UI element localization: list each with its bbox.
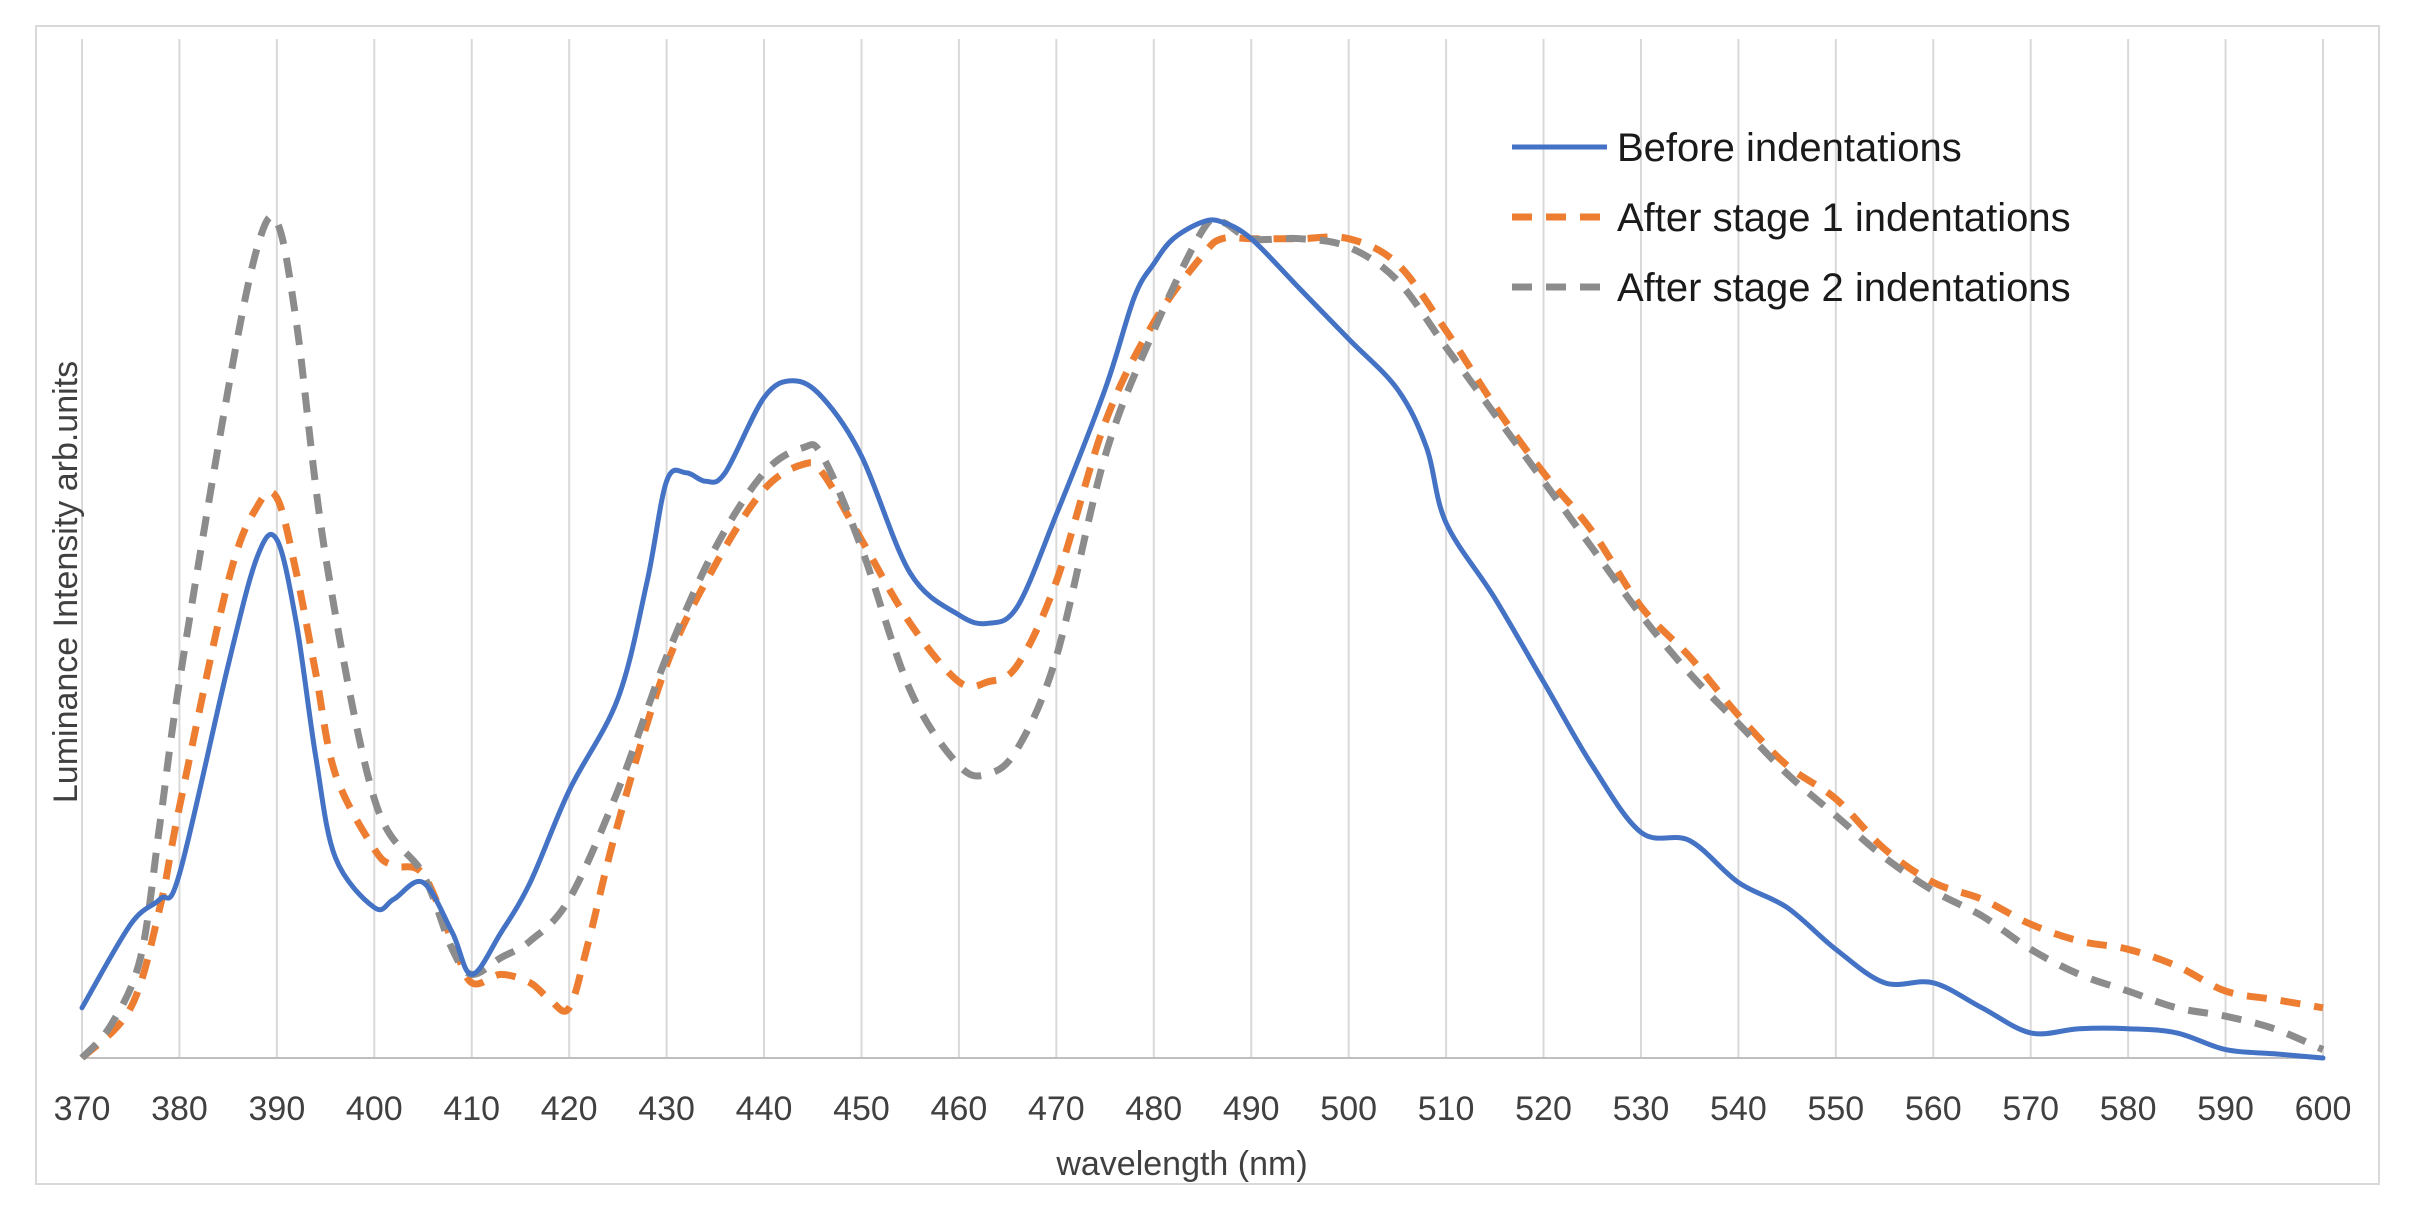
x-tick-label-520: 520 bbox=[1515, 1090, 1572, 1128]
x-tick-label-570: 570 bbox=[2002, 1090, 2059, 1128]
legend-label-2: After stage 1 indentations bbox=[1617, 196, 2071, 240]
legend-label-3: After stage 2 indentations bbox=[1617, 266, 2071, 310]
x-tick-label-470: 470 bbox=[1028, 1090, 1085, 1128]
chart-canvas: 370 380 390 400 410 420 430 440 450 460 470 480 490 5… bbox=[47, 39, 2352, 1183]
chart-frame: 370 380 390 400 410 420 430 440 450 460 470 480 490 5… bbox=[35, 25, 2380, 1185]
grid-lines bbox=[81, 39, 2324, 1059]
series-line-after-stage-2-indentations bbox=[79, 213, 2325, 1061]
series-line-before-indentations bbox=[79, 217, 2326, 1061]
x-tick-label-430: 430 bbox=[638, 1090, 695, 1128]
x-tick-label-580: 580 bbox=[2100, 1090, 2157, 1128]
x-tick-label-380: 380 bbox=[151, 1090, 208, 1128]
x-tick-label-530: 530 bbox=[1613, 1090, 1670, 1128]
x-tick-label-540: 540 bbox=[1710, 1090, 1767, 1128]
x-tick-labels: 370 380 390 400 410 420 430 440 450 460 470 480 490 5… bbox=[54, 1090, 2352, 1128]
series-lines bbox=[79, 213, 2326, 1061]
y-axis-title: Luminance Intensity arb.units bbox=[47, 361, 85, 803]
x-tick-label-560: 560 bbox=[1905, 1090, 1962, 1128]
x-tick-label-480: 480 bbox=[1125, 1090, 1182, 1128]
legend-label-1: Before indentations bbox=[1617, 126, 1962, 170]
x-tick-label-490: 490 bbox=[1223, 1090, 1280, 1128]
x-tick-label-400: 400 bbox=[346, 1090, 403, 1128]
x-tick-label-390: 390 bbox=[249, 1090, 306, 1128]
x-tick-label-510: 510 bbox=[1418, 1090, 1475, 1128]
x-tick-label-450: 450 bbox=[833, 1090, 890, 1128]
x-tick-label-590: 590 bbox=[2197, 1090, 2254, 1128]
x-tick-label-460: 460 bbox=[931, 1090, 988, 1128]
x-axis-title: wavelength (nm) bbox=[1055, 1145, 1307, 1183]
x-tick-label-410: 410 bbox=[443, 1090, 500, 1128]
x-tick-label-440: 440 bbox=[736, 1090, 793, 1128]
x-tick-label-420: 420 bbox=[541, 1090, 598, 1128]
x-tick-label-370: 370 bbox=[54, 1090, 111, 1128]
x-tick-label-600: 600 bbox=[2295, 1090, 2352, 1128]
series-line-after-stage-1-indentations bbox=[79, 233, 2324, 1061]
legend: Before indentations After stage 1 indenta… bbox=[1512, 126, 2071, 310]
x-tick-label-550: 550 bbox=[1807, 1090, 1864, 1128]
x-tick-label-500: 500 bbox=[1320, 1090, 1377, 1128]
